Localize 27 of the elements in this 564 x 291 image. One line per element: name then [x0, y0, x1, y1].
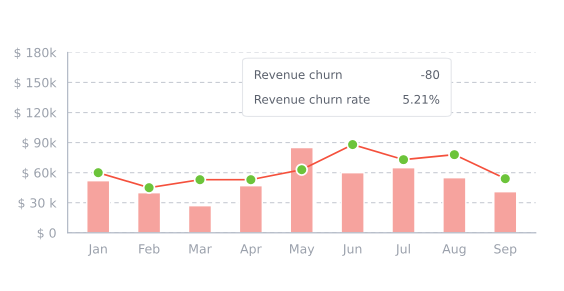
y-tick-label: $ 120k	[14, 108, 57, 120]
bar	[188, 205, 212, 233]
bar	[340, 172, 365, 233]
y-tick-label: $ 180k	[14, 48, 57, 59]
annotation: Revenue churn	[254, 70, 342, 80]
x-tick-label: Jun	[342, 244, 362, 256]
x-tick-label: May	[290, 244, 314, 256]
y-tick-label: $ 150k	[14, 78, 57, 90]
x-tick-label: Jan	[88, 244, 107, 256]
x-tick-label: Sep	[494, 244, 516, 256]
bar	[391, 166, 416, 233]
x-tick-label: Feb	[139, 244, 160, 254]
bar	[86, 180, 110, 233]
y-tick-label: $ 30 k	[18, 198, 57, 210]
annotation: -80	[421, 70, 440, 80]
x-tick-label: Mar	[189, 244, 212, 254]
bar	[290, 146, 314, 233]
y-tick-label: $ 0	[38, 228, 56, 240]
y-tick-label: $ 60k	[22, 168, 57, 180]
bar	[442, 176, 467, 233]
x-tick-label: Aug	[442, 244, 466, 256]
x-tick-label: Jul	[395, 244, 410, 256]
y-tick-label: $ 90k	[22, 138, 57, 150]
bar	[493, 191, 518, 233]
annotation: Revenue churn rate	[254, 94, 370, 104]
x-tick-label: Apr	[240, 244, 262, 256]
annotation: 5.21%	[403, 94, 440, 104]
